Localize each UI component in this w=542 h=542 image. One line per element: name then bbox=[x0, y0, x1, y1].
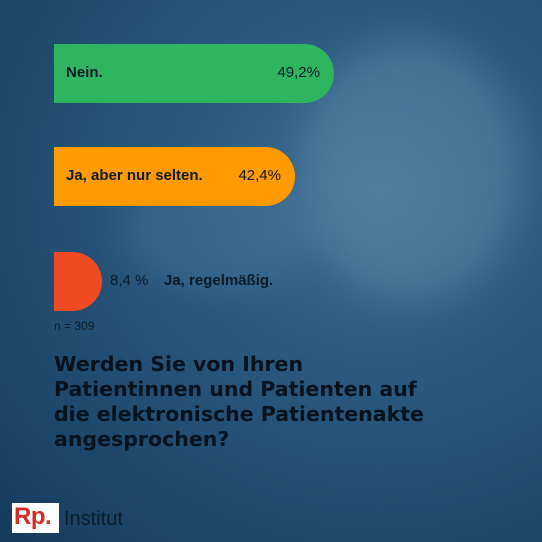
bar-value-label: 42,4% bbox=[238, 167, 281, 184]
brand-name: Institut bbox=[64, 508, 123, 530]
chart-title: Werden Sie von Ihren Patientinnen und Pa… bbox=[54, 352, 424, 451]
background-glow bbox=[300, 40, 520, 300]
bar-3 bbox=[54, 252, 102, 311]
bar-value-label: 49,2% bbox=[277, 64, 320, 81]
bar-2 bbox=[54, 147, 295, 206]
sample-size-note: n = 309 bbox=[54, 319, 95, 333]
logo-background bbox=[12, 503, 59, 533]
bar-value-label: 8,4 % bbox=[110, 272, 149, 289]
bar-category-label: Ja, regelmäßig. bbox=[164, 272, 274, 289]
bar-category-label: Nein. bbox=[66, 64, 103, 81]
bar-1 bbox=[54, 44, 334, 103]
brand-logo: Rp. bbox=[14, 503, 52, 530]
bar-category-label: Ja, aber nur selten. bbox=[66, 167, 203, 184]
